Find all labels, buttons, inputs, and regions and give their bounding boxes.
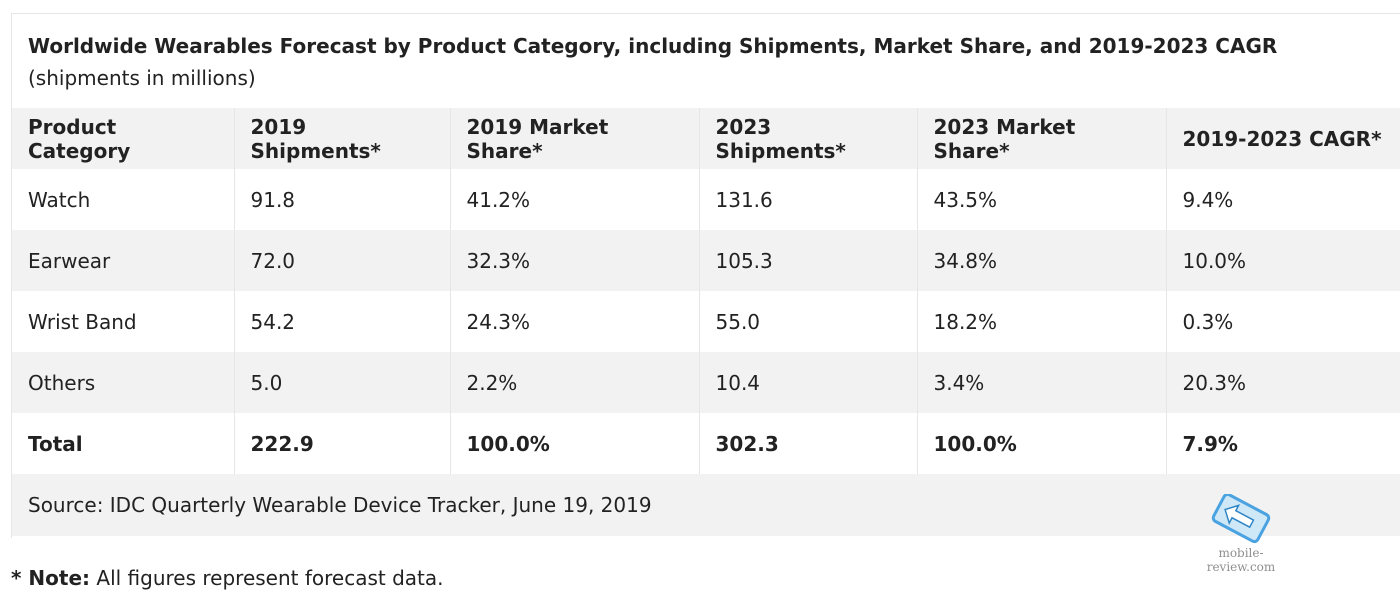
table-row: Wrist Band 54.2 24.3% 55.0 18.2% 0.3%	[12, 291, 1400, 352]
header-product-category: Product Category	[12, 108, 235, 169]
total-2019-shipments: 222.9	[234, 413, 451, 474]
cell-2023-shipments: 105.3	[699, 230, 918, 291]
watermark-text: mobile-review.com	[1206, 546, 1276, 574]
forecast-table: Product Category 2019 Shipments* 2019 Ma…	[12, 108, 1400, 536]
cell-category: Others	[12, 352, 235, 413]
header-2023-shipments: 2023 Shipments*	[699, 108, 918, 169]
forecast-table-container: Worldwide Wearables Forecast by Product …	[11, 13, 1400, 538]
note-text: All figures represent forecast data.	[96, 566, 444, 590]
cell-2019-share: 41.2%	[450, 169, 700, 230]
cell-2023-shipments: 55.0	[699, 291, 918, 352]
cell-2019-shipments: 5.0	[234, 352, 451, 413]
cell-2019-shipments: 72.0	[234, 230, 451, 291]
cell-category: Wrist Band	[12, 291, 235, 352]
total-row: Total 222.9 100.0% 302.3 100.0% 7.9%	[12, 413, 1400, 474]
header-row: Product Category 2019 Shipments* 2019 Ma…	[12, 108, 1400, 169]
cell-2019-share: 2.2%	[450, 352, 700, 413]
cell-cagr: 9.4%	[1182, 187, 1234, 212]
total-cagr: 7.9%	[1182, 431, 1238, 456]
cell-cagr: 10.0%	[1166, 230, 1400, 291]
total-2023-share: 100.0%	[917, 413, 1167, 474]
source-text: Source: IDC Quarterly Wearable Device Tr…	[12, 474, 1400, 536]
cell-category: Watch	[12, 169, 235, 230]
cell-2019-shipments: 54.2	[234, 291, 451, 352]
table-row: Earwear 72.0 32.3% 105.3 34.8% 10.0%	[12, 230, 1400, 291]
total-label: Total	[12, 413, 235, 474]
table-row: Watch 91.8 41.2% 131.6 43.5% 9.4%	[12, 169, 1400, 230]
cell-cagr: 20.3%	[1166, 352, 1400, 413]
caption-suffix: (shipments in millions)	[28, 66, 256, 90]
cell-2019-share: 32.3%	[450, 230, 700, 291]
total-2019-share: 100.0%	[450, 413, 700, 474]
cell-2023-share: 34.8%	[917, 230, 1167, 291]
cell-2023-share: 3.4%	[917, 352, 1167, 413]
caption-title: Worldwide Wearables Forecast by Product …	[28, 34, 1278, 58]
total-2023-shipments: 302.3	[699, 413, 918, 474]
table-caption: Worldwide Wearables Forecast by Product …	[12, 14, 1400, 108]
cell-category: Earwear	[12, 230, 235, 291]
table-row: Others 5.0 2.2% 10.4 3.4% 20.3%	[12, 352, 1400, 413]
cell-2023-share: 18.2%	[917, 291, 1167, 352]
mobile-review-logo-icon	[1211, 492, 1271, 544]
header-cagr: 2019-2023 CAGR*	[1166, 108, 1400, 169]
source-row: Source: IDC Quarterly Wearable Device Tr…	[12, 474, 1400, 536]
cell-2023-share: 43.5%	[917, 169, 1167, 230]
note-label: * Note:	[11, 566, 91, 590]
header-2019-market-share: 2019 Market Share*	[450, 108, 700, 169]
footnote: * Note: All figures represent forecast d…	[11, 564, 444, 592]
cell-2019-shipments: 91.8	[234, 169, 451, 230]
header-2023-market-share: 2023 Market Share*	[917, 108, 1167, 169]
cell-2023-shipments: 131.6	[699, 169, 918, 230]
cell-cagr: 0.3%	[1182, 309, 1234, 334]
header-2019-shipments: 2019 Shipments*	[234, 108, 451, 169]
cell-2023-shipments: 10.4	[699, 352, 918, 413]
watermark: mobile-review.com	[1186, 492, 1296, 574]
cell-2019-share: 24.3%	[450, 291, 700, 352]
